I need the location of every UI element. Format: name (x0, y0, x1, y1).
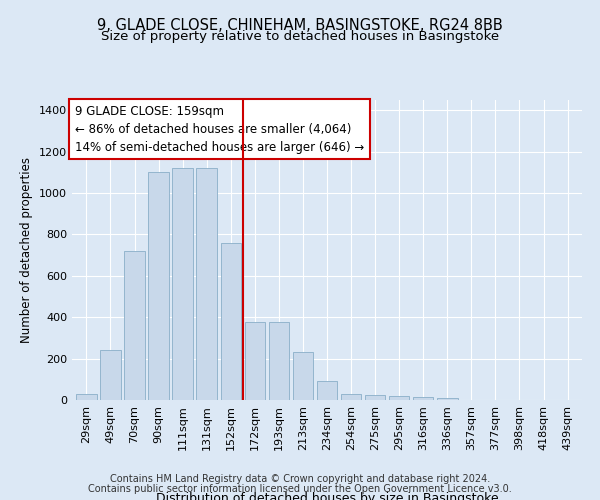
Bar (341, 394, 361, 400)
Bar (148, 172, 169, 400)
Bar (196, 168, 217, 400)
X-axis label: Distribution of detached houses by size in Basingstoke: Distribution of detached houses by size … (155, 492, 499, 500)
Bar (221, 243, 241, 400)
Bar (76, 394, 97, 400)
Bar (437, 398, 458, 400)
Bar (124, 251, 145, 400)
Text: 9 GLADE CLOSE: 159sqm
← 86% of detached houses are smaller (4,064)
14% of semi-d: 9 GLADE CLOSE: 159sqm ← 86% of detached … (74, 104, 364, 154)
Bar (293, 352, 313, 400)
Bar (269, 322, 289, 400)
Text: Contains public sector information licensed under the Open Government Licence v3: Contains public sector information licen… (88, 484, 512, 494)
Bar (365, 395, 385, 400)
Bar (317, 382, 337, 400)
Bar (245, 322, 265, 400)
Bar (389, 396, 409, 400)
Bar (100, 350, 121, 400)
Text: Contains HM Land Registry data © Crown copyright and database right 2024.: Contains HM Land Registry data © Crown c… (110, 474, 490, 484)
Text: Size of property relative to detached houses in Basingstoke: Size of property relative to detached ho… (101, 30, 499, 43)
Y-axis label: Number of detached properties: Number of detached properties (20, 157, 34, 343)
Bar (413, 397, 433, 400)
Bar (172, 168, 193, 400)
Text: 9, GLADE CLOSE, CHINEHAM, BASINGSTOKE, RG24 8BB: 9, GLADE CLOSE, CHINEHAM, BASINGSTOKE, R… (97, 18, 503, 32)
